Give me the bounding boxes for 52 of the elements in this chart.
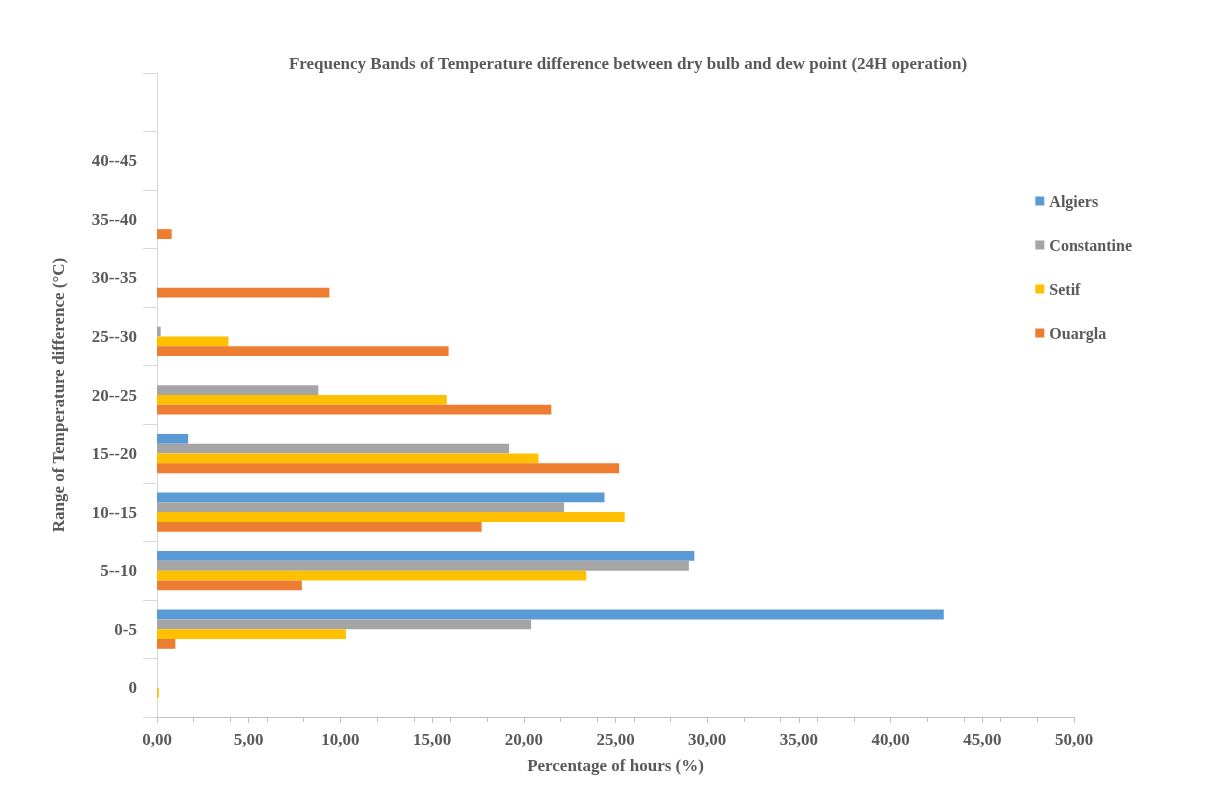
x-tick-label: 5,00 xyxy=(233,730,264,749)
x-tick-label: 50,00 xyxy=(1054,730,1094,749)
bar xyxy=(157,453,539,464)
y-tick-label: 20--25 xyxy=(91,385,137,405)
bar xyxy=(157,619,532,630)
bar xyxy=(157,638,176,649)
legend-label: Algiers xyxy=(1049,192,1099,211)
x-tick-label: 30,00 xyxy=(688,730,727,749)
y-tick-label: 10--15 xyxy=(91,502,137,522)
bar xyxy=(157,385,319,395)
x-tick-label: 15,00 xyxy=(412,730,452,749)
bar xyxy=(157,463,620,474)
y-tick-label: 40--45 xyxy=(91,151,137,171)
y-tick-label: 0-5 xyxy=(114,619,137,639)
x-tick-label: 10,00 xyxy=(321,730,360,749)
y-tick-label: 30--35 xyxy=(91,268,137,288)
bar xyxy=(157,326,161,337)
bar xyxy=(157,492,605,503)
bar xyxy=(157,395,447,405)
bar xyxy=(157,502,565,513)
bar xyxy=(157,404,552,415)
bar xyxy=(157,580,302,591)
y-tick-label: 5--10 xyxy=(100,561,137,581)
y-tick-label: 15--20 xyxy=(91,444,137,464)
legend-label: Ouargla xyxy=(1049,324,1107,343)
bar xyxy=(157,229,172,239)
legend-label: Constantine xyxy=(1049,236,1133,254)
bar xyxy=(157,512,625,522)
y-axis-title: Range of Temperature difference (°C) xyxy=(49,257,68,533)
y-tick-label: 25--30 xyxy=(91,326,137,346)
x-axis-title: Percentage of hours (%) xyxy=(527,756,704,775)
bar xyxy=(157,629,346,639)
bar xyxy=(157,287,330,298)
bar xyxy=(157,433,189,444)
x-tick-label: 0,00 xyxy=(142,730,172,749)
bar xyxy=(157,570,587,581)
bar xyxy=(157,336,229,347)
bar xyxy=(157,521,482,532)
bar xyxy=(157,551,695,561)
x-tick-label: 25,00 xyxy=(596,730,635,749)
chart-title: Frequency Bands of Temperature difference between dry bulb and dew point (24H operation) xyxy=(288,54,968,73)
bar xyxy=(157,346,449,357)
bar xyxy=(157,443,510,454)
x-tick-label: 40,00 xyxy=(871,730,910,749)
x-tick-label: 45,00 xyxy=(963,730,1002,749)
legend-label: Setif xyxy=(1049,280,1082,298)
bar xyxy=(157,609,944,620)
y-tick-label: 0 xyxy=(128,678,137,698)
bar xyxy=(157,560,689,571)
y-tick-label: 35--40 xyxy=(91,209,137,229)
x-tick-label: 35,00 xyxy=(779,730,819,749)
x-tick-label: 20,00 xyxy=(504,730,543,749)
